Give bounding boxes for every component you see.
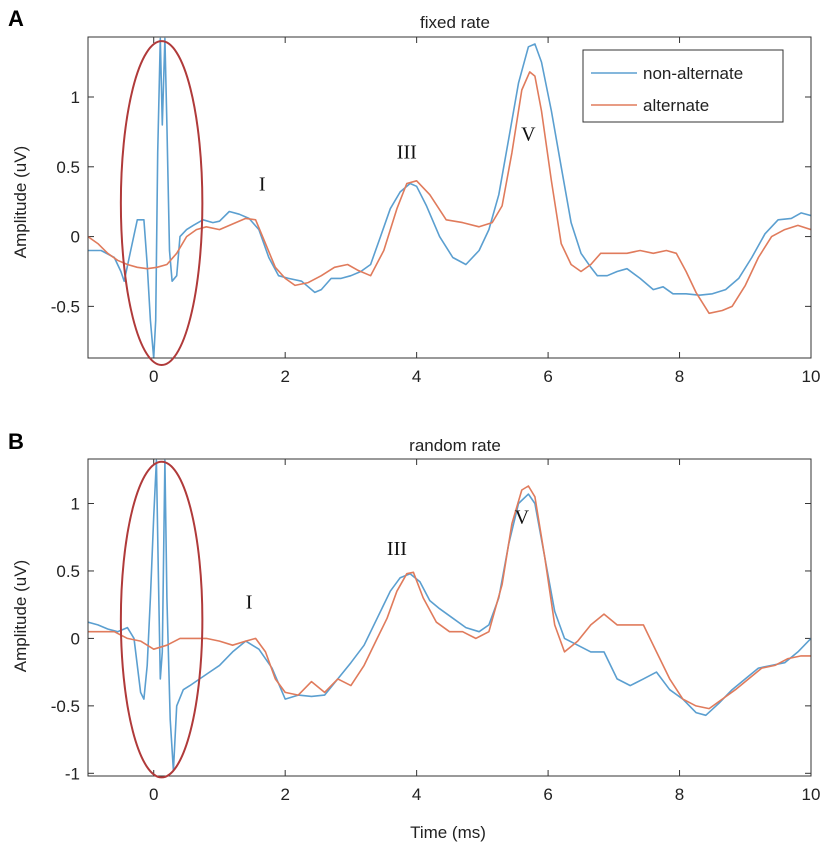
series-line-non-alternate [88,37,811,358]
x-tick-label: 6 [543,785,552,804]
y-tick-label: 1 [71,495,80,514]
panel-a: A fixed rate Amplitude (uV) 0 2 4 6 8 10-0.50… [8,6,820,386]
x-tick-label: 0 [149,367,158,386]
x-tick-label: 4 [412,785,421,804]
y-tick-label: 0 [71,629,80,648]
x-tick-label: 2 [280,785,289,804]
y-tick-label: 0.5 [56,562,80,581]
y-tick-label: 0 [71,228,80,247]
legend: non-alternate alternate [582,49,784,123]
series-lines-a [88,37,811,358]
x-tick-label: 10 [802,785,821,804]
x-tick-label: 10 [802,367,821,386]
panel-letter-b: B [8,429,24,454]
x-tick-label: 8 [675,367,684,386]
x-tick-label: 0 [149,785,158,804]
panel-b: B random rate Amplitude (uV) Time (ms) 0… [8,429,820,842]
y-tick-label: -0.5 [51,697,80,716]
legend-label-non-alternate: non-alternate [643,64,743,83]
x-tick-label: 8 [675,785,684,804]
wave-label-V: V [515,507,530,529]
series-line-non-alternate [88,459,811,772]
legend-box [582,49,784,123]
wave-label-III: III [387,538,407,560]
highlight-ellipse [119,40,204,366]
x-tick-label: 4 [412,367,421,386]
y-axis-label-a: Amplitude (uV) [11,146,30,258]
series-line-alternate [88,485,811,710]
plot-frame-b [87,458,812,777]
y-tick-label: -1 [65,764,80,783]
series-line-alternate [88,71,811,315]
plot-frame-a [87,36,812,359]
chart-title-a: fixed rate [420,13,490,32]
series-lines-b [88,459,811,772]
x-tick-label: 6 [543,367,552,386]
x-axis-label: Time (ms) [410,823,486,842]
wave-label-V: V [521,123,536,145]
wave-label-I: I [259,174,266,196]
wave-label-III: III [397,141,417,163]
chart-title-b: random rate [409,436,501,455]
y-tick-label: -0.5 [51,297,80,316]
wave-label-I: I [246,592,253,614]
legend-label-alternate: alternate [643,96,709,115]
y-tick-label: 1 [71,88,80,107]
ticks-b: 0 2 4 6 8 10 -1 -0.5 0 0.5 1 [51,459,821,804]
panel-letter-a: A [8,6,24,31]
y-tick-label: 0.5 [56,158,80,177]
y-axis-label-b: Amplitude (uV) [11,560,30,672]
x-tick-label: 2 [280,367,289,386]
highlight-ellipse [119,460,204,779]
